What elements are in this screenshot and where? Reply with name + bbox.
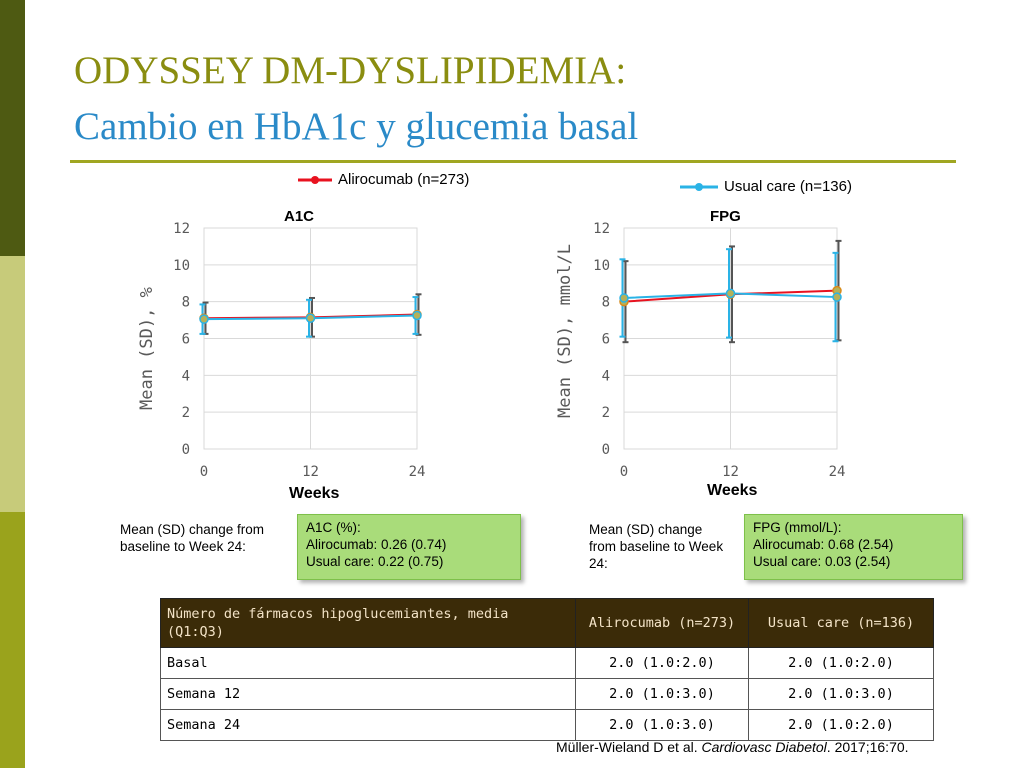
fpg-data-point-usual-care (832, 292, 842, 302)
fpg-y-tick-label: 8 (602, 295, 610, 311)
a1c-y-tick-label: 4 (182, 368, 190, 384)
fpg-x-tick-label: 12 (722, 464, 739, 480)
fpg-data-point-usual-care (725, 288, 736, 299)
table-cell: 2.0 (1.0:3.0) (575, 709, 749, 741)
a1c-box-usual-care: Usual care: 0.22 (0.75) (306, 554, 444, 569)
sidebar-stripe (0, 0, 25, 768)
table-header-row: Número de fármacos hipoglucemiantes, med… (160, 598, 934, 648)
table-cell: 2.0 (1.0:2.0) (748, 709, 934, 741)
table-cell: 2.0 (1.0:3.0) (575, 678, 749, 710)
citation: Müller-Wieland D et al. Cardiovasc Diabe… (556, 739, 909, 755)
legend-alirocumab: Alirocumab (n=273) (298, 171, 469, 188)
fpg-y-tick-label: 12 (593, 221, 610, 237)
fpg-box-usual-care: Usual care: 0.03 (2.54) (753, 554, 891, 569)
a1c-change-label: Mean (SD) change from baseline to Week 2… (120, 522, 265, 554)
table-cell: 2.0 (1.0:2.0) (575, 647, 749, 679)
fpg-y-tick-label: 10 (593, 258, 610, 274)
fpg-x-tick-label: 24 (829, 464, 846, 480)
a1c-y-tick-label: 8 (182, 295, 190, 311)
citation-details: . 2017;16:70. (826, 739, 909, 755)
a1c-y-axis-label: Mean (SD), % (137, 287, 157, 410)
slide-subtitle: Cambio en HbA1c y glucemia basal (74, 105, 639, 148)
legend-usual-care-label: Usual care (n=136) (724, 178, 852, 195)
sidebar-block-dark (0, 0, 25, 256)
table-header-measure: Número de fármacos hipoglucemiantes, med… (160, 598, 576, 648)
a1c-y-tick-label: 12 (173, 221, 190, 237)
citation-authors: Müller-Wieland D et al. (556, 739, 702, 755)
a1c-y-tick-label: 0 (182, 442, 190, 458)
a1c-y-tick-label: 6 (182, 332, 190, 348)
fpg-change-box: FPG (mmol/L): Alirocumab: 0.68 (2.54) Us… (744, 514, 963, 580)
fpg-x-tick-label: 0 (620, 464, 628, 480)
legend-alirocumab-marker (298, 175, 332, 184)
fpg-y-tick-label: 0 (602, 442, 610, 458)
legend-usual-care: Usual care (n=136) (680, 178, 852, 195)
a1c-x-axis-label: Weeks (289, 485, 340, 502)
a1c-x-tick-label: 12 (302, 464, 319, 480)
fpg-y-axis-label: Mean (SD), mmol/L (555, 244, 575, 418)
fpg-y-tick-label: 6 (602, 332, 610, 348)
fpg-x-axis-label: Weeks (707, 482, 758, 499)
table-row: Semana 12 2.0 (1.0:3.0) 2.0 (1.0:3.0) (160, 678, 934, 710)
a1c-y-tick-label: 10 (173, 258, 190, 274)
citation-journal: Cardiovasc Diabetol (701, 739, 827, 755)
fpg-chart-title: FPG (710, 208, 741, 225)
fpg-y-tick-label: 2 (602, 405, 610, 421)
a1c-y-tick-label: 2 (182, 405, 190, 421)
a1c-data-point-usual-care (305, 313, 316, 323)
a1c-data-point-usual-care (412, 310, 422, 321)
table-cell: Semana 24 (160, 709, 576, 741)
a1c-chart-title: A1C (284, 208, 315, 225)
table-header-usual-care: Usual care (n=136) (748, 598, 934, 648)
table-cell: 2.0 (1.0:2.0) (748, 647, 934, 679)
sidebar-block-olive (0, 512, 25, 768)
table-cell: Basal (160, 647, 576, 679)
a1c-box-alirocumab: Alirocumab: 0.26 (0.74) (306, 537, 447, 552)
a1c-x-tick-label: 0 (200, 464, 208, 480)
a1c-x-tick-label: 24 (409, 464, 426, 480)
table-cell: 2.0 (1.0:3.0) (748, 678, 934, 710)
fpg-box-alirocumab: Alirocumab: 0.68 (2.54) (753, 537, 894, 552)
legend-alirocumab-label: Alirocumab (n=273) (338, 171, 470, 188)
table-header-alirocumab: Alirocumab (n=273) (575, 598, 749, 648)
table-row: Semana 24 2.0 (1.0:3.0) 2.0 (1.0:2.0) (160, 709, 934, 741)
fpg-change-label: Mean (SD) change from baseline to Week 2… (589, 522, 724, 571)
slide-title: ODYSSEY DM-DYSLIPIDEMIA: (74, 49, 627, 92)
fpg-data-point-usual-care (619, 293, 629, 303)
legend-usual-care-marker (680, 182, 718, 191)
table-cell: Semana 12 (160, 678, 576, 710)
table-row: Basal 2.0 (1.0:2.0) 2.0 (1.0:2.0) (160, 647, 934, 679)
a1c-data-point-usual-care (199, 314, 209, 324)
a1c-change-box: A1C (%): Alirocumab: 0.26 (0.74) Usual c… (297, 514, 521, 580)
a1c-box-title: A1C (%): (306, 520, 361, 535)
sidebar-block-light (0, 256, 25, 512)
fpg-box-title: FPG (mmol/L): (753, 520, 842, 535)
fpg-y-tick-label: 4 (602, 368, 610, 384)
antidiabetic-drugs-table: Número de fármacos hipoglucemiantes, med… (160, 598, 934, 741)
title-divider (70, 160, 956, 163)
